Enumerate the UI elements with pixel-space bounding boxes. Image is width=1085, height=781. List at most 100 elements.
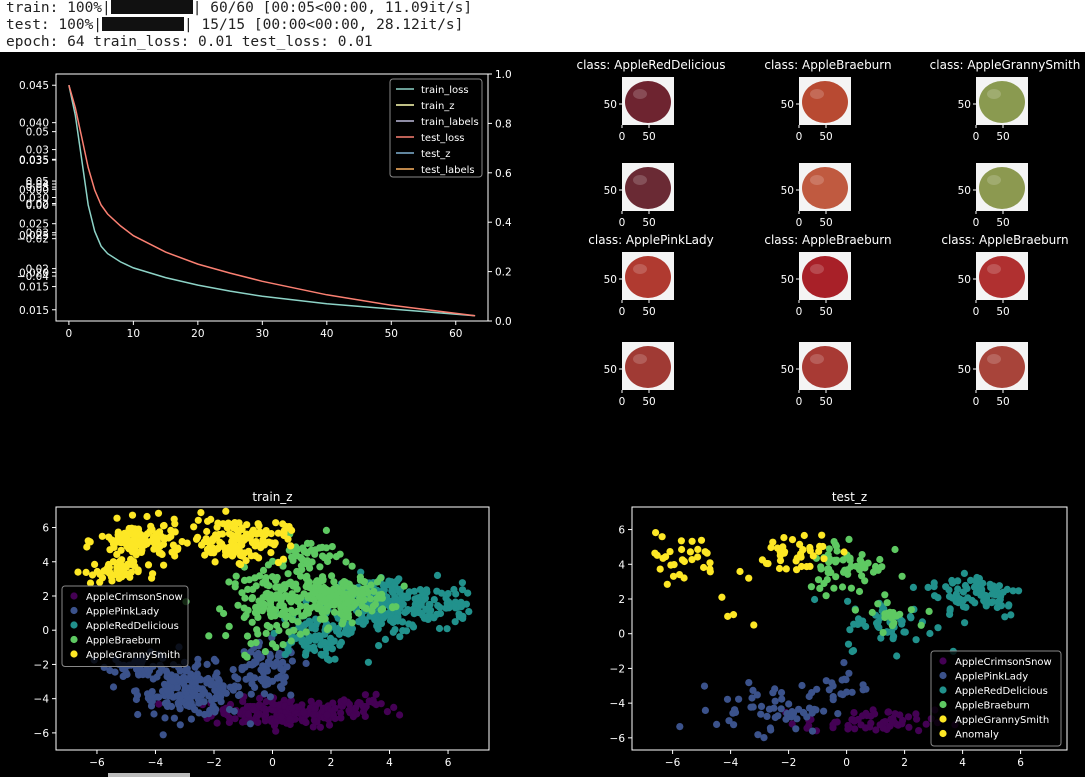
x-tick-label: 2 — [328, 757, 335, 769]
point-AppleRedDelicious — [909, 583, 918, 592]
img-y-tick-label: 50 — [958, 99, 971, 111]
point-AppleCrimsonSnow — [323, 711, 331, 719]
img-x-tick-label: 50 — [642, 396, 655, 408]
point-AppleGrannySmith — [143, 512, 151, 521]
point-AppleCrimsonSnow — [269, 700, 278, 708]
point-AppleRedDelicious — [301, 651, 310, 659]
legend-label-Anomaly: Anomaly — [955, 730, 999, 741]
point-AppleGrannySmith — [775, 564, 784, 573]
point-AppleGrannySmith — [818, 531, 826, 539]
point-ApplePinkLady — [268, 677, 277, 685]
point-ApplePinkLady — [225, 705, 234, 714]
point-AppleGrannySmith — [803, 563, 811, 571]
point-ApplePinkLady — [248, 661, 256, 669]
point-AppleBraeburn — [243, 632, 252, 640]
point-AppleGrannySmith — [116, 557, 124, 565]
point-AppleGrannySmith — [114, 530, 122, 539]
point-AppleGrannySmith — [160, 561, 168, 569]
point-AppleBraeburn — [346, 595, 354, 603]
apple-highlight — [633, 175, 647, 185]
point-AppleRedDelicious — [961, 619, 969, 627]
point-AppleCrimsonSnow — [915, 727, 923, 735]
point-ApplePinkLady — [173, 684, 182, 692]
point-AppleBraeburn — [288, 616, 297, 624]
img-x-tick-label: 0 — [796, 306, 803, 318]
scatter-legend — [61, 585, 189, 667]
point-AppleRedDelicious — [323, 655, 332, 663]
point-AppleBraeburn — [400, 582, 408, 590]
apple-icon — [802, 256, 848, 298]
apple-highlight — [633, 89, 647, 99]
point-AppleGrannySmith — [167, 532, 175, 540]
legend-marker-AppleBraeburn — [70, 635, 78, 644]
point-AppleRedDelicious — [410, 587, 418, 595]
point-AppleBraeburn — [858, 572, 866, 580]
point-AppleBraeburn — [348, 562, 356, 570]
img-x-tick-label: 0 — [619, 396, 626, 408]
point-AppleBraeburn — [302, 628, 310, 636]
point-AppleGrannySmith — [171, 552, 179, 560]
point-AppleGrannySmith — [797, 550, 805, 558]
img-y-tick-label: 50 — [604, 99, 617, 111]
point-AppleBraeburn — [917, 621, 925, 629]
point-AppleGrannySmith — [796, 540, 804, 548]
point-AppleBraeburn — [888, 622, 897, 630]
point-AppleRedDelicious — [971, 599, 979, 607]
point-AppleGrannySmith — [147, 537, 155, 545]
x-tick-label: 4 — [386, 757, 393, 769]
img-y-tick-label: 50 — [781, 185, 794, 197]
point-ApplePinkLady — [735, 695, 743, 703]
point-AppleBraeburn — [348, 619, 356, 627]
image-title: class: AppleBraeburn — [941, 233, 1068, 247]
point-AppleRedDelicious — [875, 623, 883, 632]
point-AppleBraeburn — [271, 612, 279, 620]
point-AppleRedDelicious — [430, 596, 438, 604]
point-ApplePinkLady — [262, 665, 270, 673]
x-tick-label: −4 — [148, 757, 164, 769]
y-tick-label: 6 — [42, 523, 49, 535]
point-AppleRedDelicious — [946, 606, 954, 615]
point-AppleRedDelicious — [989, 582, 998, 590]
apple-icon — [625, 256, 671, 298]
point-ApplePinkLady — [749, 686, 757, 695]
scatter-frame — [631, 506, 1068, 751]
y-tick-label: 0.025 — [19, 230, 49, 242]
point-AppleRedDelicious — [924, 583, 932, 592]
point-AppleBraeburn — [825, 565, 833, 573]
x-tick-label: 10 — [127, 328, 140, 340]
point-ApplePinkLady — [169, 677, 177, 685]
point-AppleRedDelicious — [321, 638, 329, 647]
point-AppleGrannySmith — [82, 568, 90, 577]
point-AppleBraeburn — [352, 599, 360, 607]
point-AppleBraeburn — [861, 564, 869, 572]
x-tick-label: 4 — [959, 757, 966, 769]
point-AppleBraeburn — [238, 589, 246, 597]
right-y-tick-label: 1.0 — [495, 69, 512, 81]
point-ApplePinkLady — [302, 659, 310, 668]
point-AppleBraeburn — [342, 606, 350, 614]
point-AppleRedDelicious — [850, 620, 858, 628]
point-ApplePinkLady — [777, 705, 785, 713]
point-ApplePinkLady — [234, 675, 242, 683]
point-ApplePinkLady — [777, 689, 786, 697]
img-x-tick-label: 50 — [996, 306, 1009, 318]
point-AppleGrannySmith — [150, 545, 158, 553]
point-AppleCrimsonSnow — [280, 696, 288, 704]
point-AppleCrimsonSnow — [848, 716, 856, 724]
img-y-tick-label: 50 — [958, 364, 971, 376]
img-x-tick-label: 50 — [642, 217, 655, 229]
point-AppleBraeburn — [240, 576, 249, 585]
point-AppleRedDelicious — [948, 576, 956, 585]
apple-icon — [979, 256, 1025, 298]
point-ApplePinkLady — [700, 682, 709, 690]
test-progress-prefix: test: 100%| — [6, 17, 103, 33]
point-AppleRedDelicious — [395, 575, 403, 583]
point-AppleGrannySmith — [208, 544, 216, 552]
x-tick-label: −2 — [206, 757, 221, 769]
point-AppleCrimsonSnow — [922, 720, 930, 728]
point-AppleGrannySmith — [780, 534, 788, 542]
point-AppleBraeburn — [832, 541, 840, 549]
point-ApplePinkLady — [195, 685, 203, 693]
point-AppleGrannySmith — [234, 529, 242, 537]
img-x-tick-label: 0 — [619, 217, 626, 229]
